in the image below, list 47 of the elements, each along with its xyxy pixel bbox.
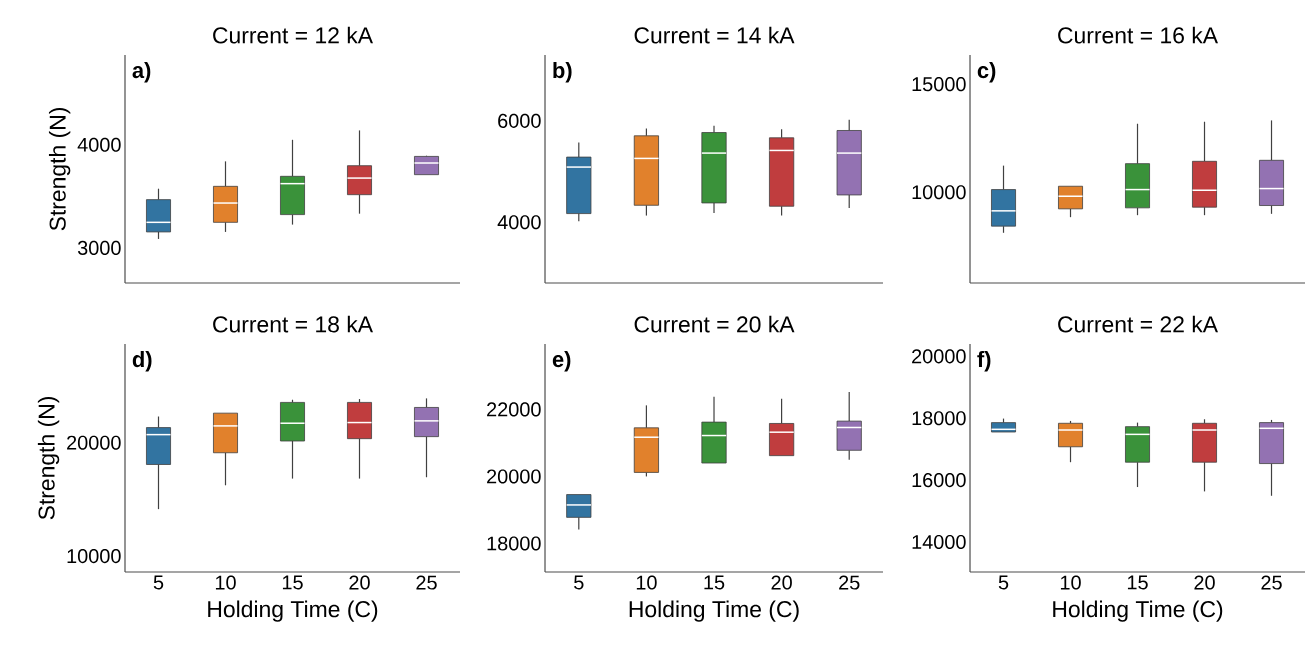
x-tick-label: 20 — [1194, 575, 1215, 590]
y-tick-label: 10000 — [912, 185, 966, 200]
x-axis-title: Holding Time (C) — [1053, 600, 1223, 622]
x-tick-label: 5 — [153, 575, 164, 590]
y-tick-label: 6000 — [498, 113, 541, 128]
y-tick-label: 20000 — [487, 469, 541, 484]
y-tick-label: 4000 — [497, 215, 541, 230]
x-tick-label: 25 — [416, 575, 437, 590]
annotation: c) — [977, 62, 996, 83]
y-tick-label: 3000 — [77, 240, 121, 255]
y-tick-label: 18000 — [912, 411, 966, 426]
x-tick-label: 10 — [215, 575, 236, 590]
chart-title: Current = 22 kA — [1058, 315, 1219, 333]
y-tick-label: 18000 — [487, 536, 541, 551]
y-tick-label: 16000 — [912, 473, 966, 488]
annotation: e) — [552, 351, 571, 372]
x-axis-title: Holding Time (C) — [629, 600, 799, 622]
x-tick-label: 10 — [636, 575, 657, 590]
x-tick-label: 5 — [574, 575, 584, 590]
annotation: b) — [553, 62, 572, 83]
annotation: a) — [132, 62, 151, 83]
y-axis-title: Strength (N) — [48, 108, 71, 231]
chart-title: Current = 14 kA — [634, 26, 795, 44]
y-tick-label: 15000 — [912, 77, 966, 92]
y-tick-label: 20000 — [912, 349, 966, 364]
chart-title: Current = 20 kA — [634, 315, 795, 333]
chart-title: Current = 16 kA — [1058, 26, 1219, 44]
x-axis-title: Holding Time (C) — [208, 600, 378, 622]
x-tick-label: 15 — [704, 575, 725, 590]
x-tick-label: 15 — [1127, 575, 1148, 590]
x-tick-label: 25 — [1261, 575, 1282, 590]
x-tick-label: 25 — [839, 575, 860, 590]
x-tick-label: 10 — [1060, 575, 1081, 590]
x-tick-label: 20 — [349, 575, 370, 590]
annotation: d) — [132, 351, 152, 372]
y-axis-title: Strength (N) — [37, 397, 60, 520]
y-tick-label: 10000 — [67, 549, 121, 564]
annotation: f) — [977, 351, 991, 372]
y-tick-label: 4000 — [77, 137, 121, 152]
chart-title: Current = 12 kA — [213, 26, 373, 44]
chart-title: Current = 18 kA — [213, 315, 373, 333]
y-tick-label: 14000 — [912, 534, 966, 550]
x-tick-label: 20 — [771, 575, 792, 590]
y-tick-label: 22000 — [487, 402, 541, 417]
x-tick-label: 5 — [998, 575, 1009, 590]
y-tick-label: 20000 — [67, 435, 121, 450]
x-tick-label: 15 — [282, 575, 303, 590]
